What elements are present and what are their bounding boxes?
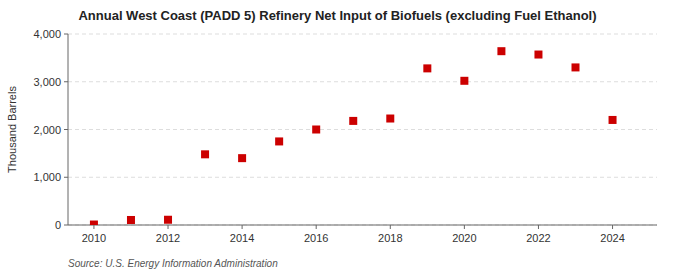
x-tick bbox=[464, 225, 465, 229]
point bbox=[534, 51, 542, 59]
point bbox=[497, 47, 505, 55]
x-tick-label: 2024 bbox=[600, 232, 624, 244]
chart-container: Annual West Coast (PADD 5) Refinery Net … bbox=[0, 0, 675, 275]
x-tick bbox=[242, 225, 243, 229]
y-tick-label: 0 bbox=[55, 219, 61, 231]
point bbox=[386, 115, 394, 123]
y-axis-line bbox=[68, 34, 69, 225]
y-tick bbox=[64, 81, 68, 82]
point bbox=[201, 150, 209, 158]
y-tick-label: 4,000 bbox=[33, 28, 61, 40]
x-tick-label: 2010 bbox=[82, 232, 106, 244]
y-tick-label: 3,000 bbox=[33, 76, 61, 88]
x-tick-label: 2022 bbox=[526, 232, 550, 244]
point bbox=[238, 154, 246, 162]
point bbox=[609, 116, 617, 124]
y-tick-label: 1,000 bbox=[33, 171, 61, 183]
point bbox=[460, 77, 468, 85]
x-tick-label: 2018 bbox=[378, 232, 402, 244]
point bbox=[90, 221, 98, 225]
x-tick bbox=[390, 225, 391, 229]
x-tick bbox=[612, 225, 613, 229]
point bbox=[423, 64, 431, 72]
x-tick bbox=[168, 225, 169, 229]
x-tick bbox=[538, 225, 539, 229]
y-tick-label: 2,000 bbox=[33, 124, 61, 136]
y-tick bbox=[64, 129, 68, 130]
grid-line bbox=[68, 177, 657, 178]
point bbox=[127, 216, 135, 224]
grid-line bbox=[68, 129, 657, 130]
grid-line bbox=[68, 81, 657, 82]
y-tick bbox=[64, 225, 68, 226]
point bbox=[164, 216, 172, 224]
point bbox=[312, 126, 320, 134]
grid-line bbox=[68, 225, 657, 226]
grid-line bbox=[68, 34, 657, 35]
x-tick-label: 2014 bbox=[230, 232, 254, 244]
point bbox=[349, 117, 357, 125]
points bbox=[90, 47, 617, 225]
chart-svg: Annual West Coast (PADD 5) Refinery Net … bbox=[0, 0, 675, 275]
chart-title: Annual West Coast (PADD 5) Refinery Net … bbox=[78, 8, 596, 23]
y-tick bbox=[64, 34, 68, 35]
point bbox=[572, 63, 580, 71]
x-tick-label: 2020 bbox=[452, 232, 476, 244]
x-tick bbox=[93, 225, 94, 229]
point bbox=[275, 137, 283, 145]
y-tick bbox=[64, 177, 68, 178]
y-axis-label: Thousand Barrels bbox=[6, 86, 18, 173]
source-note: Source: U.S. Energy Information Administ… bbox=[68, 258, 278, 269]
x-tick bbox=[316, 225, 317, 229]
grid bbox=[68, 34, 657, 225]
x-tick-label: 2016 bbox=[304, 232, 328, 244]
x-axis-line bbox=[68, 225, 657, 226]
x-tick-label: 2012 bbox=[156, 232, 180, 244]
